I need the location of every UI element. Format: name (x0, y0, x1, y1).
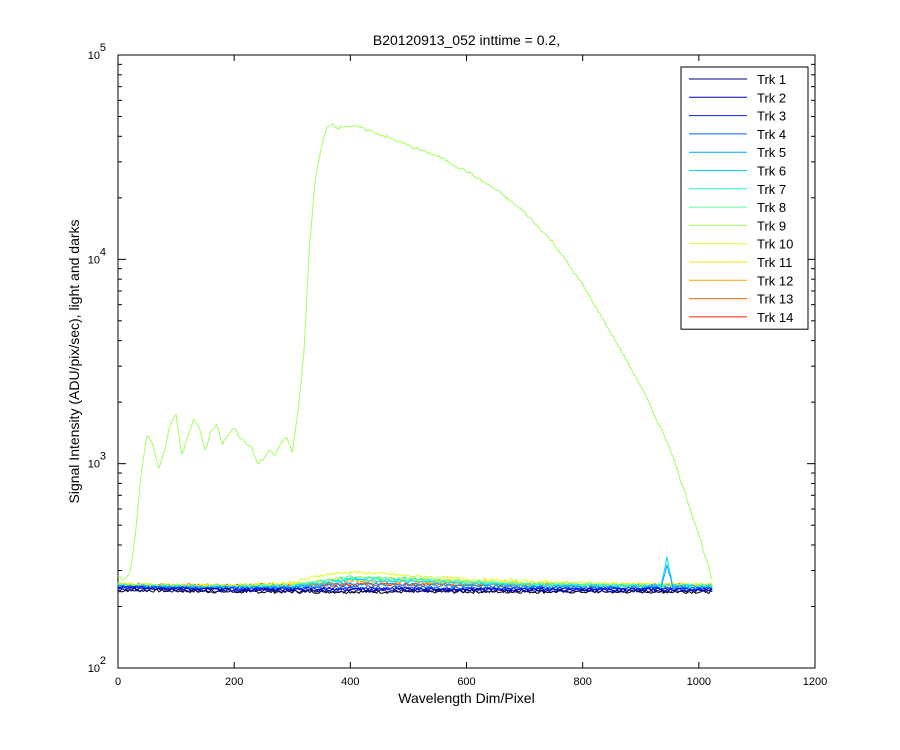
legend-label: Trk 7 (757, 182, 786, 197)
legend-label: Trk 8 (757, 200, 786, 215)
series-lines (117, 122, 713, 595)
x-tick-label: 1000 (687, 676, 711, 688)
x-axis-label: Wavelength Dim/Pixel (398, 690, 534, 706)
y-tick-exponent: 2 (100, 655, 106, 667)
series-line-trk-9 (118, 122, 713, 581)
x-axis-ticks: 0 200 400 600 800 1000 1200 (115, 55, 827, 688)
y-tick-label: 10 (88, 50, 100, 62)
x-tick-label: 0 (115, 676, 121, 688)
series-line-trk-1 (117, 587, 713, 594)
y-tick-exponent: 3 (100, 451, 106, 463)
y-tick-exponent: 4 (100, 246, 106, 258)
x-tick-label: 600 (457, 676, 475, 688)
series-line-trk-7 (117, 576, 713, 589)
legend-label: Trk 1 (757, 72, 786, 87)
series-line-trk-2 (117, 586, 713, 593)
legend-label: Trk 13 (757, 292, 793, 307)
legend-label: Trk 5 (757, 145, 786, 160)
legend-box (680, 66, 809, 330)
legend-label: Trk 6 (757, 164, 786, 179)
legend-label: Trk 9 (757, 218, 786, 233)
y-tick-label: 10 (88, 459, 100, 471)
chart-title: B20120913_052 inttime = 0.2, (373, 32, 560, 48)
y-axis-label: Signal Intensity (ADU/pix/sec), light an… (66, 219, 82, 503)
legend-label: Trk 10 (757, 237, 793, 252)
x-tick-label: 400 (341, 676, 359, 688)
x-tick-label: 800 (573, 676, 591, 688)
y-tick-exponent: 5 (100, 42, 106, 54)
x-tick-label: 200 (225, 676, 243, 688)
y-tick-label: 10 (88, 663, 100, 675)
legend-label: Trk 11 (757, 255, 792, 270)
legend-label: Trk 12 (757, 273, 793, 288)
legend-label: Trk 4 (757, 127, 786, 142)
legend-label: Trk 2 (757, 90, 786, 105)
y-tick-label: 10 (88, 254, 100, 266)
x-tick-label: 1200 (803, 676, 827, 688)
legend-label: Trk 14 (757, 310, 793, 325)
legend-label: Trk 3 (757, 109, 786, 124)
legend: Trk 1 Trk 2 Trk 3 Trk 4 Trk 5 Trk 6 Trk 7 Trk 8… (680, 66, 809, 330)
